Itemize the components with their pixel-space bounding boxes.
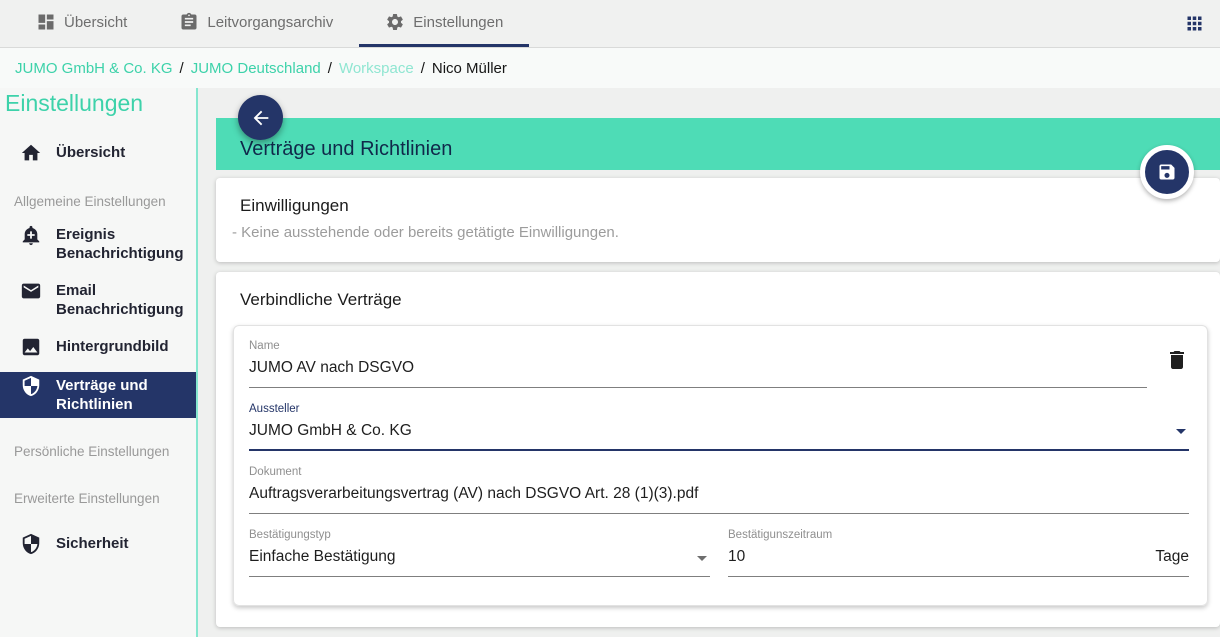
confirmation-period-field: Bestätigunszeitraum 10 Tage	[728, 529, 1189, 577]
document-field-label: Dokument	[249, 466, 302, 478]
confirmation-period-unit: Tage	[1155, 548, 1189, 565]
settings-sidebar: Einstellungen Übersicht Allgemeine Einst…	[0, 88, 198, 637]
confirmation-type-label: Bestätigungstyp	[249, 529, 331, 541]
delete-contract-button[interactable]	[1147, 348, 1189, 372]
consents-title: Einwilligungen	[240, 196, 349, 215]
apps-grid-icon	[1187, 16, 1201, 31]
sidebar-section-persoenliche-einstellungen: Persönliche Einstellungen	[14, 444, 170, 459]
tab-leitvorgangsarchiv[interactable]: Leitvorgangsarchiv	[153, 0, 359, 47]
document-field-value[interactable]: Auftragsverarbeitungsvertrag (AV) nach D…	[249, 485, 1189, 514]
name-field-label: Name	[249, 340, 280, 352]
confirmation-row: Bestätigungstyp Einfache Bestätigung Bes…	[249, 529, 1189, 592]
sidebar-item-ereignis-benachrichtigung[interactable]: Ereignis Benachrichtigung	[0, 221, 196, 267]
main-content: Verträge und Richtlinien Einwilligungen …	[198, 88, 1220, 637]
consents-empty-text: - Keine ausstehende oder bereits getätig…	[232, 224, 619, 241]
sidebar-item-vertraege-und-richtlinien[interactable]: Verträge und Richtlinien	[0, 372, 196, 418]
clipboard-icon	[181, 12, 197, 30]
sidebar-item-label: Übersicht	[56, 144, 126, 161]
home-icon	[21, 144, 41, 161]
breadcrumb-separator: /	[327, 59, 332, 77]
arrow-back-icon	[253, 110, 268, 125]
tab-label: Leitvorgangsarchiv	[207, 13, 334, 31]
sidebar-item-label: Ereignis Benachrichtigung	[56, 226, 184, 262]
confirmation-type-dropdown-icon[interactable]	[690, 546, 714, 570]
issuer-field: Aussteller JUMO GmbH & Co. KG	[249, 403, 1189, 451]
confirmation-period-number: 10	[728, 548, 746, 565]
breadcrumb-separator: /	[420, 59, 425, 77]
image-icon	[22, 338, 40, 356]
breadcrumb-segment: Workspace	[338, 59, 414, 77]
name-field-value[interactable]: JUMO AV nach DSGVO	[249, 359, 1147, 388]
notification-add-icon	[22, 225, 40, 246]
contract-name-row: Name JUMO AV nach DSGVO	[249, 340, 1189, 403]
contract-entry-card: Name JUMO AV nach DSGVO Aussteller JUMO …	[233, 325, 1208, 606]
name-field: Name JUMO AV nach DSGVO	[249, 340, 1147, 388]
sidebar-section-allgemeine-einstellungen: Allgemeine Einstellungen	[14, 194, 166, 209]
top-tabs: Übersicht Leitvorgangsarchiv Einstellung…	[0, 0, 530, 47]
confirmation-type-value[interactable]: Einfache Bestätigung	[249, 548, 710, 577]
confirmation-type-text: Einfache Bestätigung	[249, 548, 396, 565]
tab-einstellungen[interactable]: Einstellungen	[359, 0, 530, 47]
back-button[interactable]	[238, 95, 283, 140]
sidebar-item-sicherheit[interactable]: Sicherheit	[0, 530, 196, 559]
sidebar-item-email-benachrichtigung[interactable]: Email Benachrichtigung	[0, 277, 196, 323]
document-field: Dokument Auftragsverarbeitungsvertrag (A…	[249, 466, 1189, 514]
confirmation-period-value[interactable]: 10 Tage	[728, 548, 1189, 577]
issuer-field-label: Aussteller	[249, 403, 300, 415]
top-bar: Übersicht Leitvorgangsarchiv Einstellung…	[0, 0, 1220, 48]
confirmation-period-label: Bestätigunszeitraum	[728, 529, 833, 541]
contracts-title: Verbindliche Verträge	[240, 290, 402, 309]
sidebar-item-uebersicht[interactable]: Übersicht	[0, 139, 196, 168]
tab-label: Übersicht	[64, 13, 128, 31]
breadcrumb: JUMO GmbH & Co. KG / JUMO Deutschland / …	[0, 48, 1220, 88]
issuer-field-value[interactable]: JUMO GmbH & Co. KG	[249, 422, 1189, 451]
chevron-down-icon	[697, 556, 707, 561]
save-icon	[1159, 164, 1175, 180]
breadcrumb-segment[interactable]: JUMO GmbH & Co. KG	[15, 59, 173, 77]
section-header-bar: Verträge und Richtlinien	[216, 118, 1220, 170]
trash-icon	[1170, 351, 1184, 369]
consents-card: Einwilligungen - Keine ausstehende oder …	[216, 178, 1220, 262]
page-title: Verträge und Richtlinien	[240, 138, 453, 160]
gear-icon	[387, 14, 404, 30]
contracts-card: Verbindliche Verträge Name JUMO AV nach …	[216, 272, 1220, 627]
sidebar-item-hintergrundbild[interactable]: Hintergrundbild	[0, 333, 196, 362]
breadcrumb-separator: /	[179, 59, 184, 77]
sidebar-item-label: Sicherheit	[56, 535, 129, 552]
dashboard-icon	[38, 14, 54, 30]
breadcrumb-segment: Nico Müller	[431, 59, 507, 77]
save-button[interactable]	[1140, 145, 1194, 199]
sidebar-item-label: Email Benachrichtigung	[56, 282, 184, 318]
sidebar-section-erweiterte-einstellungen: Erweiterte Einstellungen	[14, 491, 160, 506]
chevron-down-icon	[1176, 429, 1186, 434]
confirmation-type-field: Bestätigungstyp Einfache Bestätigung	[249, 529, 710, 577]
shield-icon	[22, 375, 40, 397]
tab-label: Einstellungen	[413, 13, 504, 31]
sidebar-title: Einstellungen	[5, 90, 144, 116]
apps-menu-button[interactable]	[1168, 0, 1220, 47]
issuer-dropdown-icon[interactable]	[1169, 419, 1193, 443]
email-icon	[21, 283, 41, 299]
breadcrumb-segment[interactable]: JUMO Deutschland	[190, 59, 321, 77]
sidebar-item-label: Hintergrundbild	[56, 338, 169, 355]
shield-icon	[22, 533, 40, 555]
sidebar-item-label: Verträge und Richtlinien	[56, 377, 148, 413]
tab-uebersicht[interactable]: Übersicht	[10, 0, 153, 47]
issuer-field-text: JUMO GmbH & Co. KG	[249, 422, 412, 439]
